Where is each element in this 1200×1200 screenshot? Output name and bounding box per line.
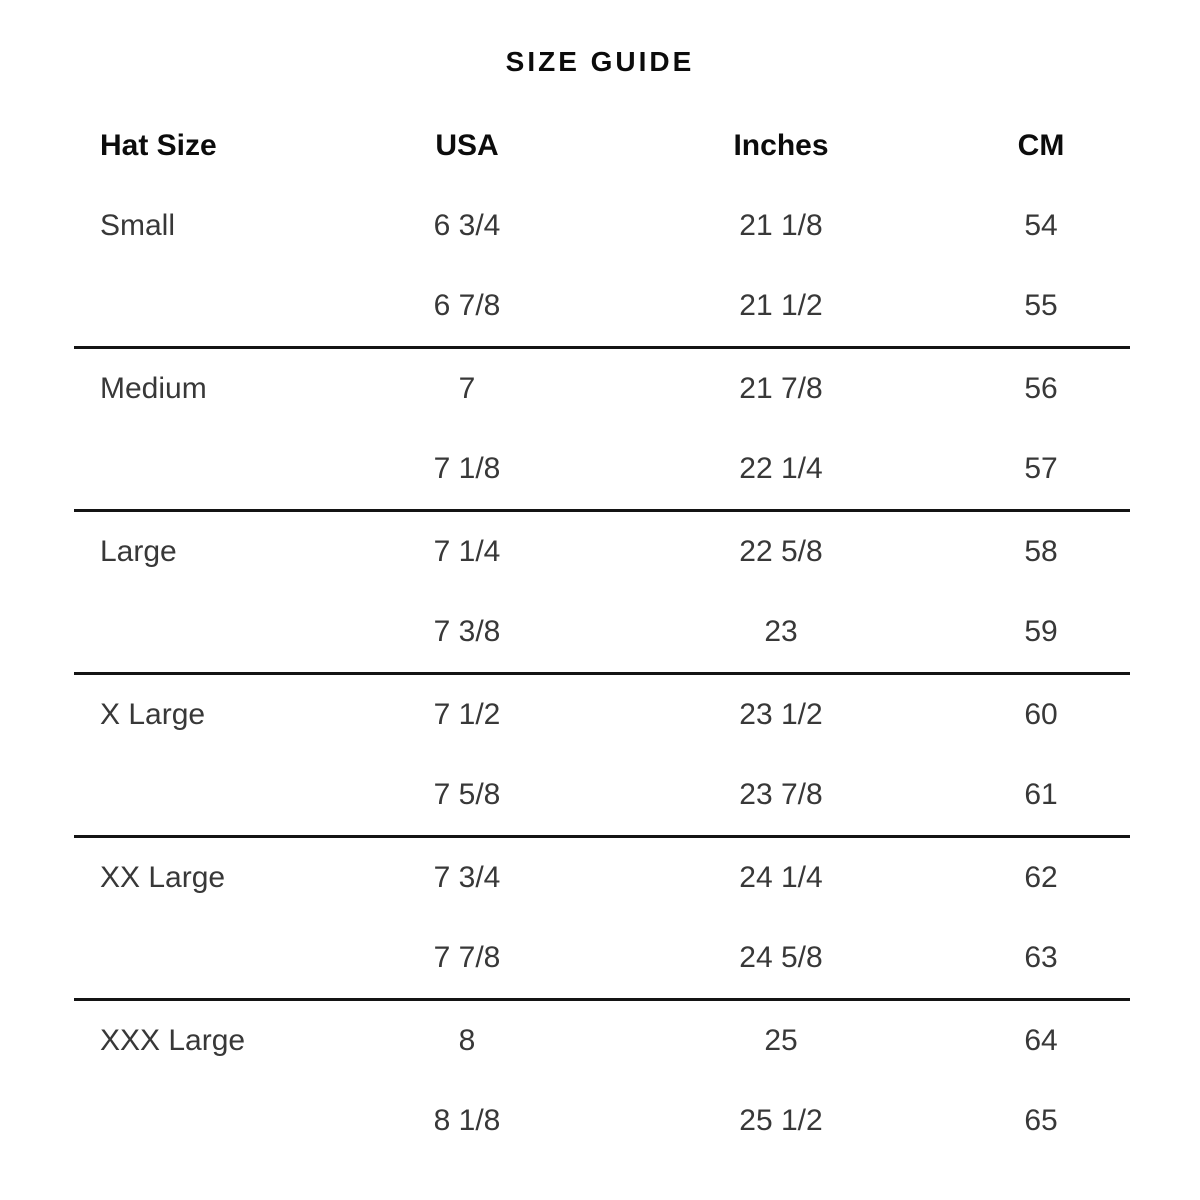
table-row: XXX Large 8 25 64 — [74, 1000, 1130, 1082]
inches-cell: 25 1/2 — [739, 1104, 823, 1137]
hat-size-cell — [74, 755, 324, 838]
cm-cell: 62 — [1024, 861, 1058, 894]
cm-cell: 58 — [1024, 535, 1058, 568]
cm-cell: 59 — [952, 592, 1130, 675]
cm-cell: 60 — [1024, 698, 1058, 731]
cm-cell: 61 — [952, 755, 1130, 838]
table-row: 7 3/8 23 59 — [74, 592, 1130, 675]
hat-size-cell: XXX Large — [100, 1024, 246, 1057]
hat-size-cell — [74, 918, 324, 1001]
hat-size-cell — [74, 1081, 324, 1161]
column-header-inches: Inches — [733, 129, 829, 162]
table-row: XX Large 7 3/4 24 1/4 62 — [74, 837, 1130, 919]
table-row: 7 1/8 22 1/4 57 — [74, 429, 1130, 512]
usa-cell: 7 7/8 — [324, 918, 610, 1001]
usa-cell: 6 7/8 — [324, 266, 610, 349]
hat-size-cell — [74, 592, 324, 675]
table-row: 7 5/8 23 7/8 61 — [74, 755, 1130, 838]
usa-cell: 7 5/8 — [324, 755, 610, 838]
hat-size-cell — [74, 429, 324, 512]
table-header-row: Hat Size USA Inches CM — [74, 106, 1130, 186]
inches-cell: 21 1/2 — [610, 266, 952, 349]
table-row: Large 7 1/4 22 5/8 58 — [74, 511, 1130, 593]
usa-cell: 7 1/4 — [433, 535, 501, 568]
hat-size-cell — [74, 266, 324, 349]
cm-cell: 57 — [952, 429, 1130, 512]
hat-size-cell: Medium — [100, 372, 207, 405]
inches-cell: 23 7/8 — [610, 755, 952, 838]
column-header-usa: USA — [435, 129, 499, 162]
hat-size-cell: XX Large — [100, 861, 226, 894]
inches-cell: 25 — [764, 1024, 798, 1057]
cm-cell: 56 — [1024, 372, 1058, 405]
page-title: SIZE GUIDE — [505, 46, 695, 77]
table-row: Medium 7 21 7/8 56 — [74, 348, 1130, 430]
usa-cell: 7 3/4 — [433, 861, 501, 894]
cm-cell: 54 — [1024, 209, 1058, 242]
cm-cell: 55 — [952, 266, 1130, 349]
usa-cell: 7 1/2 — [433, 698, 501, 731]
inches-cell: 21 7/8 — [739, 372, 823, 405]
inches-cell: 23 1/2 — [739, 698, 823, 731]
inches-cell: 22 5/8 — [739, 535, 823, 568]
cm-cell: 65 — [1024, 1104, 1058, 1137]
column-header-cm: CM — [1017, 129, 1065, 162]
table-row: Small 6 3/4 21 1/8 54 — [74, 186, 1130, 266]
table-row: 6 7/8 21 1/2 55 — [74, 266, 1130, 349]
usa-cell: 8 1/8 — [433, 1104, 501, 1137]
inches-cell: 24 5/8 — [610, 918, 952, 1001]
inches-cell: 23 — [610, 592, 952, 675]
size-guide-table: Hat Size USA Inches CM Small 6 3/4 21 1/… — [74, 106, 1130, 1161]
hat-size-cell: X Large — [100, 698, 206, 731]
usa-cell: 8 — [458, 1024, 476, 1057]
inches-cell: 24 1/4 — [739, 861, 823, 894]
usa-cell: 7 — [458, 372, 476, 405]
inches-cell: 21 1/8 — [739, 209, 823, 242]
cm-cell: 64 — [1024, 1024, 1058, 1057]
table-row: X Large 7 1/2 23 1/2 60 — [74, 674, 1130, 756]
usa-cell: 7 3/8 — [324, 592, 610, 675]
hat-size-cell: Small — [100, 209, 176, 242]
hat-size-cell: Large — [100, 535, 177, 568]
table-row: 8 1/8 25 1/2 65 — [74, 1081, 1130, 1161]
column-header-hat-size: Hat Size — [100, 129, 217, 162]
usa-cell: 6 3/4 — [433, 209, 501, 242]
usa-cell: 7 1/8 — [324, 429, 610, 512]
inches-cell: 22 1/4 — [610, 429, 952, 512]
cm-cell: 63 — [952, 918, 1130, 1001]
table-row: 7 7/8 24 5/8 63 — [74, 918, 1130, 1001]
